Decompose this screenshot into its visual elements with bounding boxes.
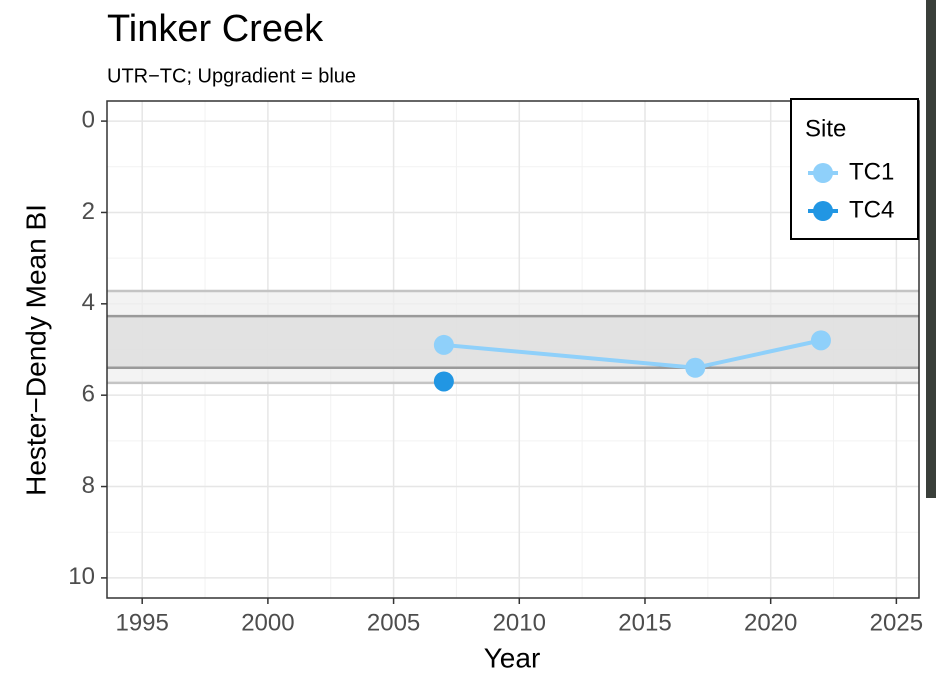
- x-tick-label: 2020: [744, 609, 797, 636]
- legend-key-point: [813, 201, 833, 221]
- y-tick-label: 0: [82, 106, 95, 133]
- x-tick-label: 2010: [493, 609, 546, 636]
- y-tick-label: 2: [82, 198, 95, 225]
- data-point: [810, 330, 831, 351]
- reference-band: [107, 316, 919, 368]
- panel-border: [106, 100, 920, 599]
- legend-box: [790, 98, 919, 240]
- legend-label: TC4: [849, 196, 894, 223]
- x-tick-label: 2005: [367, 609, 420, 636]
- chart-subtitle: UTR−TC; Upgradient = blue: [107, 65, 356, 87]
- x-tick-label: 1995: [115, 609, 168, 636]
- y-tick-label: 4: [82, 289, 95, 316]
- y-tick-label: 10: [68, 563, 95, 590]
- x-tick-label: 2025: [870, 609, 923, 636]
- legend-label: TC1: [849, 158, 894, 185]
- legend-title: Site: [805, 115, 846, 142]
- data-point: [433, 334, 454, 355]
- y-tick-label: 8: [82, 472, 95, 499]
- legend-key-point: [813, 163, 833, 183]
- chart-title: Tinker Creek: [107, 8, 324, 50]
- x-tick-label: 2000: [241, 609, 294, 636]
- data-point: [433, 371, 454, 392]
- y-tick-label: 6: [82, 381, 95, 408]
- data-point: [685, 357, 706, 378]
- x-axis-label: Year: [484, 642, 541, 673]
- photo-edge: [926, 0, 936, 498]
- y-axis-label: Hester−Dendy Mean BI: [20, 204, 51, 496]
- x-tick-label: 2015: [618, 609, 671, 636]
